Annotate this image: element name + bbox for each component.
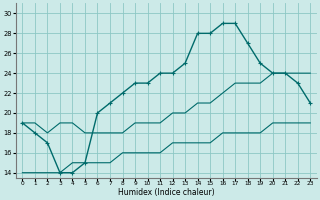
X-axis label: Humidex (Indice chaleur): Humidex (Indice chaleur) bbox=[118, 188, 215, 197]
